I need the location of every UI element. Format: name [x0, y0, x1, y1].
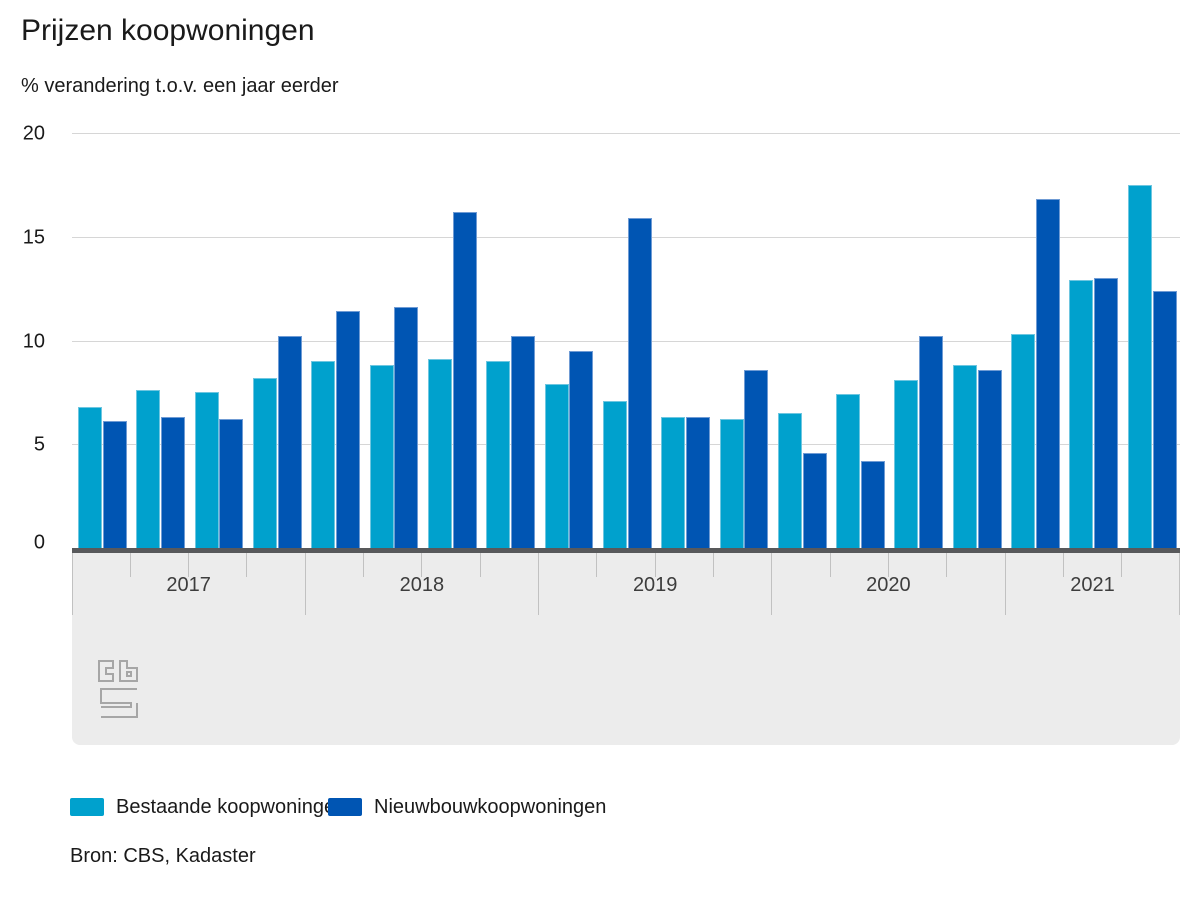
- quarter-tick: [946, 553, 948, 577]
- bar-nieuwbouw-2021-q2: [1094, 278, 1119, 549]
- bar-bestaande-2019-q2: [602, 400, 627, 548]
- bar-bestaande-2017-q4: [252, 377, 277, 548]
- bar-nieuwbouw-2020-q1: [802, 452, 827, 548]
- source-note: Bron: CBS, Kadaster: [70, 845, 256, 867]
- gridline-20: [72, 133, 1180, 134]
- year-boundary-tick: [771, 553, 773, 615]
- gridline-10: [72, 340, 1180, 342]
- bar-nieuwbouw-2017-q3: [219, 419, 244, 549]
- year-boundary-tick: [538, 553, 539, 615]
- bar-nieuwbouw-2018-q1: [336, 311, 361, 548]
- quarter-tick: [129, 553, 131, 577]
- quarter-tick: [1062, 553, 1064, 577]
- y-axis-label-0: 0: [33, 531, 45, 554]
- legend-item-bestaande-koopwoningen: Bestaande koopwoningen: [70, 795, 347, 818]
- legend-label-nieuwbouw: Nieuwbouwkoopwoningen: [374, 795, 607, 818]
- bar-bestaande-2019-q4: [719, 419, 744, 549]
- bar-bestaande-2021-q1: [1011, 334, 1036, 548]
- legend-item-nieuwbouwkoopwoningen: Nieuwbouwkoopwoningen: [328, 795, 607, 818]
- bar-nieuwbouw-2019-q1: [569, 350, 594, 548]
- bar-nieuwbouw-2018-q2: [394, 307, 419, 548]
- y-axis-label-5: 5: [33, 433, 45, 456]
- bar-nieuwbouw-2020-q3: [919, 336, 944, 548]
- quarter-tick: [596, 553, 598, 577]
- quarter-tick: [1121, 553, 1123, 577]
- year-label-2017: 2017: [166, 574, 211, 596]
- year-boundary-tick: [72, 553, 73, 615]
- bar-bestaande-2020-q1: [777, 413, 802, 548]
- year-boundary-tick: [304, 553, 306, 615]
- quarter-tick: [246, 553, 248, 577]
- cbs-logo-icon: [98, 660, 138, 718]
- quarter-tick: [829, 553, 831, 577]
- bar-bestaande-2017-q3: [194, 392, 219, 548]
- quarter-tick: [713, 553, 714, 577]
- bar-nieuwbouw-2019-q3: [686, 417, 710, 548]
- year-boundary-tick: [1179, 553, 1180, 615]
- bar-bestaande-2020-q2: [836, 394, 861, 548]
- legend-label-bestaande: Bestaande koopwoningen: [116, 795, 347, 818]
- bar-bestaande-2017-q2: [136, 390, 161, 548]
- bar-nieuwbouw-2017-q1: [102, 421, 127, 548]
- bar-nieuwbouw-2017-q2: [161, 417, 186, 548]
- y-axis-label-10: 10: [22, 330, 45, 352]
- quarter-tick: [479, 553, 481, 577]
- bar-bestaande-2019-q3: [661, 417, 686, 548]
- legend-swatch-bestaande: [70, 798, 104, 816]
- bar-bestaande-2018-q1: [311, 361, 336, 549]
- bar-nieuwbouw-2021-q3: [1152, 290, 1177, 548]
- bar-bestaande-2020-q3: [894, 379, 919, 548]
- bar-bestaande-2018-q4: [486, 361, 511, 549]
- quarter-tick: [654, 553, 656, 577]
- bar-nieuwbouw-2019-q2: [627, 218, 652, 548]
- bar-bestaande-2021-q3: [1127, 184, 1152, 548]
- bar-bestaande-2018-q2: [369, 365, 394, 548]
- bar-bestaande-2019-q1: [544, 384, 569, 548]
- quarter-tick: [421, 553, 423, 577]
- bar-nieuwbouw-2018-q3: [452, 211, 477, 548]
- chart-title: Prijzen koopwoningen: [21, 14, 315, 47]
- bar-bestaande-2018-q3: [427, 359, 452, 548]
- bar-nieuwbouw-2020-q4: [977, 369, 1002, 548]
- quarter-tick: [363, 553, 365, 577]
- x-axis-band: 2017 2018 2019 2020 2021: [72, 548, 1180, 745]
- bar-bestaande-2021-q2: [1069, 280, 1094, 548]
- year-label-2020: 2020: [866, 574, 911, 596]
- year-label-2019: 2019: [632, 574, 678, 596]
- bar-nieuwbouw-2021-q1: [1035, 199, 1060, 548]
- quarter-tick: [887, 553, 889, 577]
- year-boundary-tick: [1004, 553, 1006, 615]
- x-axis-baseline: [72, 548, 1180, 553]
- bar-nieuwbouw-2019-q4: [744, 369, 769, 548]
- y-axis-label-15: 15: [22, 226, 45, 249]
- y-axis-label-20: 20: [22, 122, 45, 145]
- gridline-15: [72, 236, 1180, 238]
- bar-bestaande-2020-q4: [952, 365, 977, 548]
- legend-swatch-nieuwbouw: [328, 798, 362, 816]
- bar-nieuwbouw-2018-q4: [511, 336, 535, 548]
- year-label-2021: 2021: [1070, 574, 1115, 596]
- year-label-2018: 2018: [399, 574, 445, 596]
- bar-bestaande-2017-q1: [78, 406, 102, 548]
- bar-nieuwbouw-2020-q2: [860, 460, 885, 549]
- chart-subtitle: % verandering t.o.v. een jaar eerder: [21, 75, 339, 97]
- bar-nieuwbouw-2017-q4: [277, 336, 302, 548]
- quarter-tick: [188, 553, 190, 577]
